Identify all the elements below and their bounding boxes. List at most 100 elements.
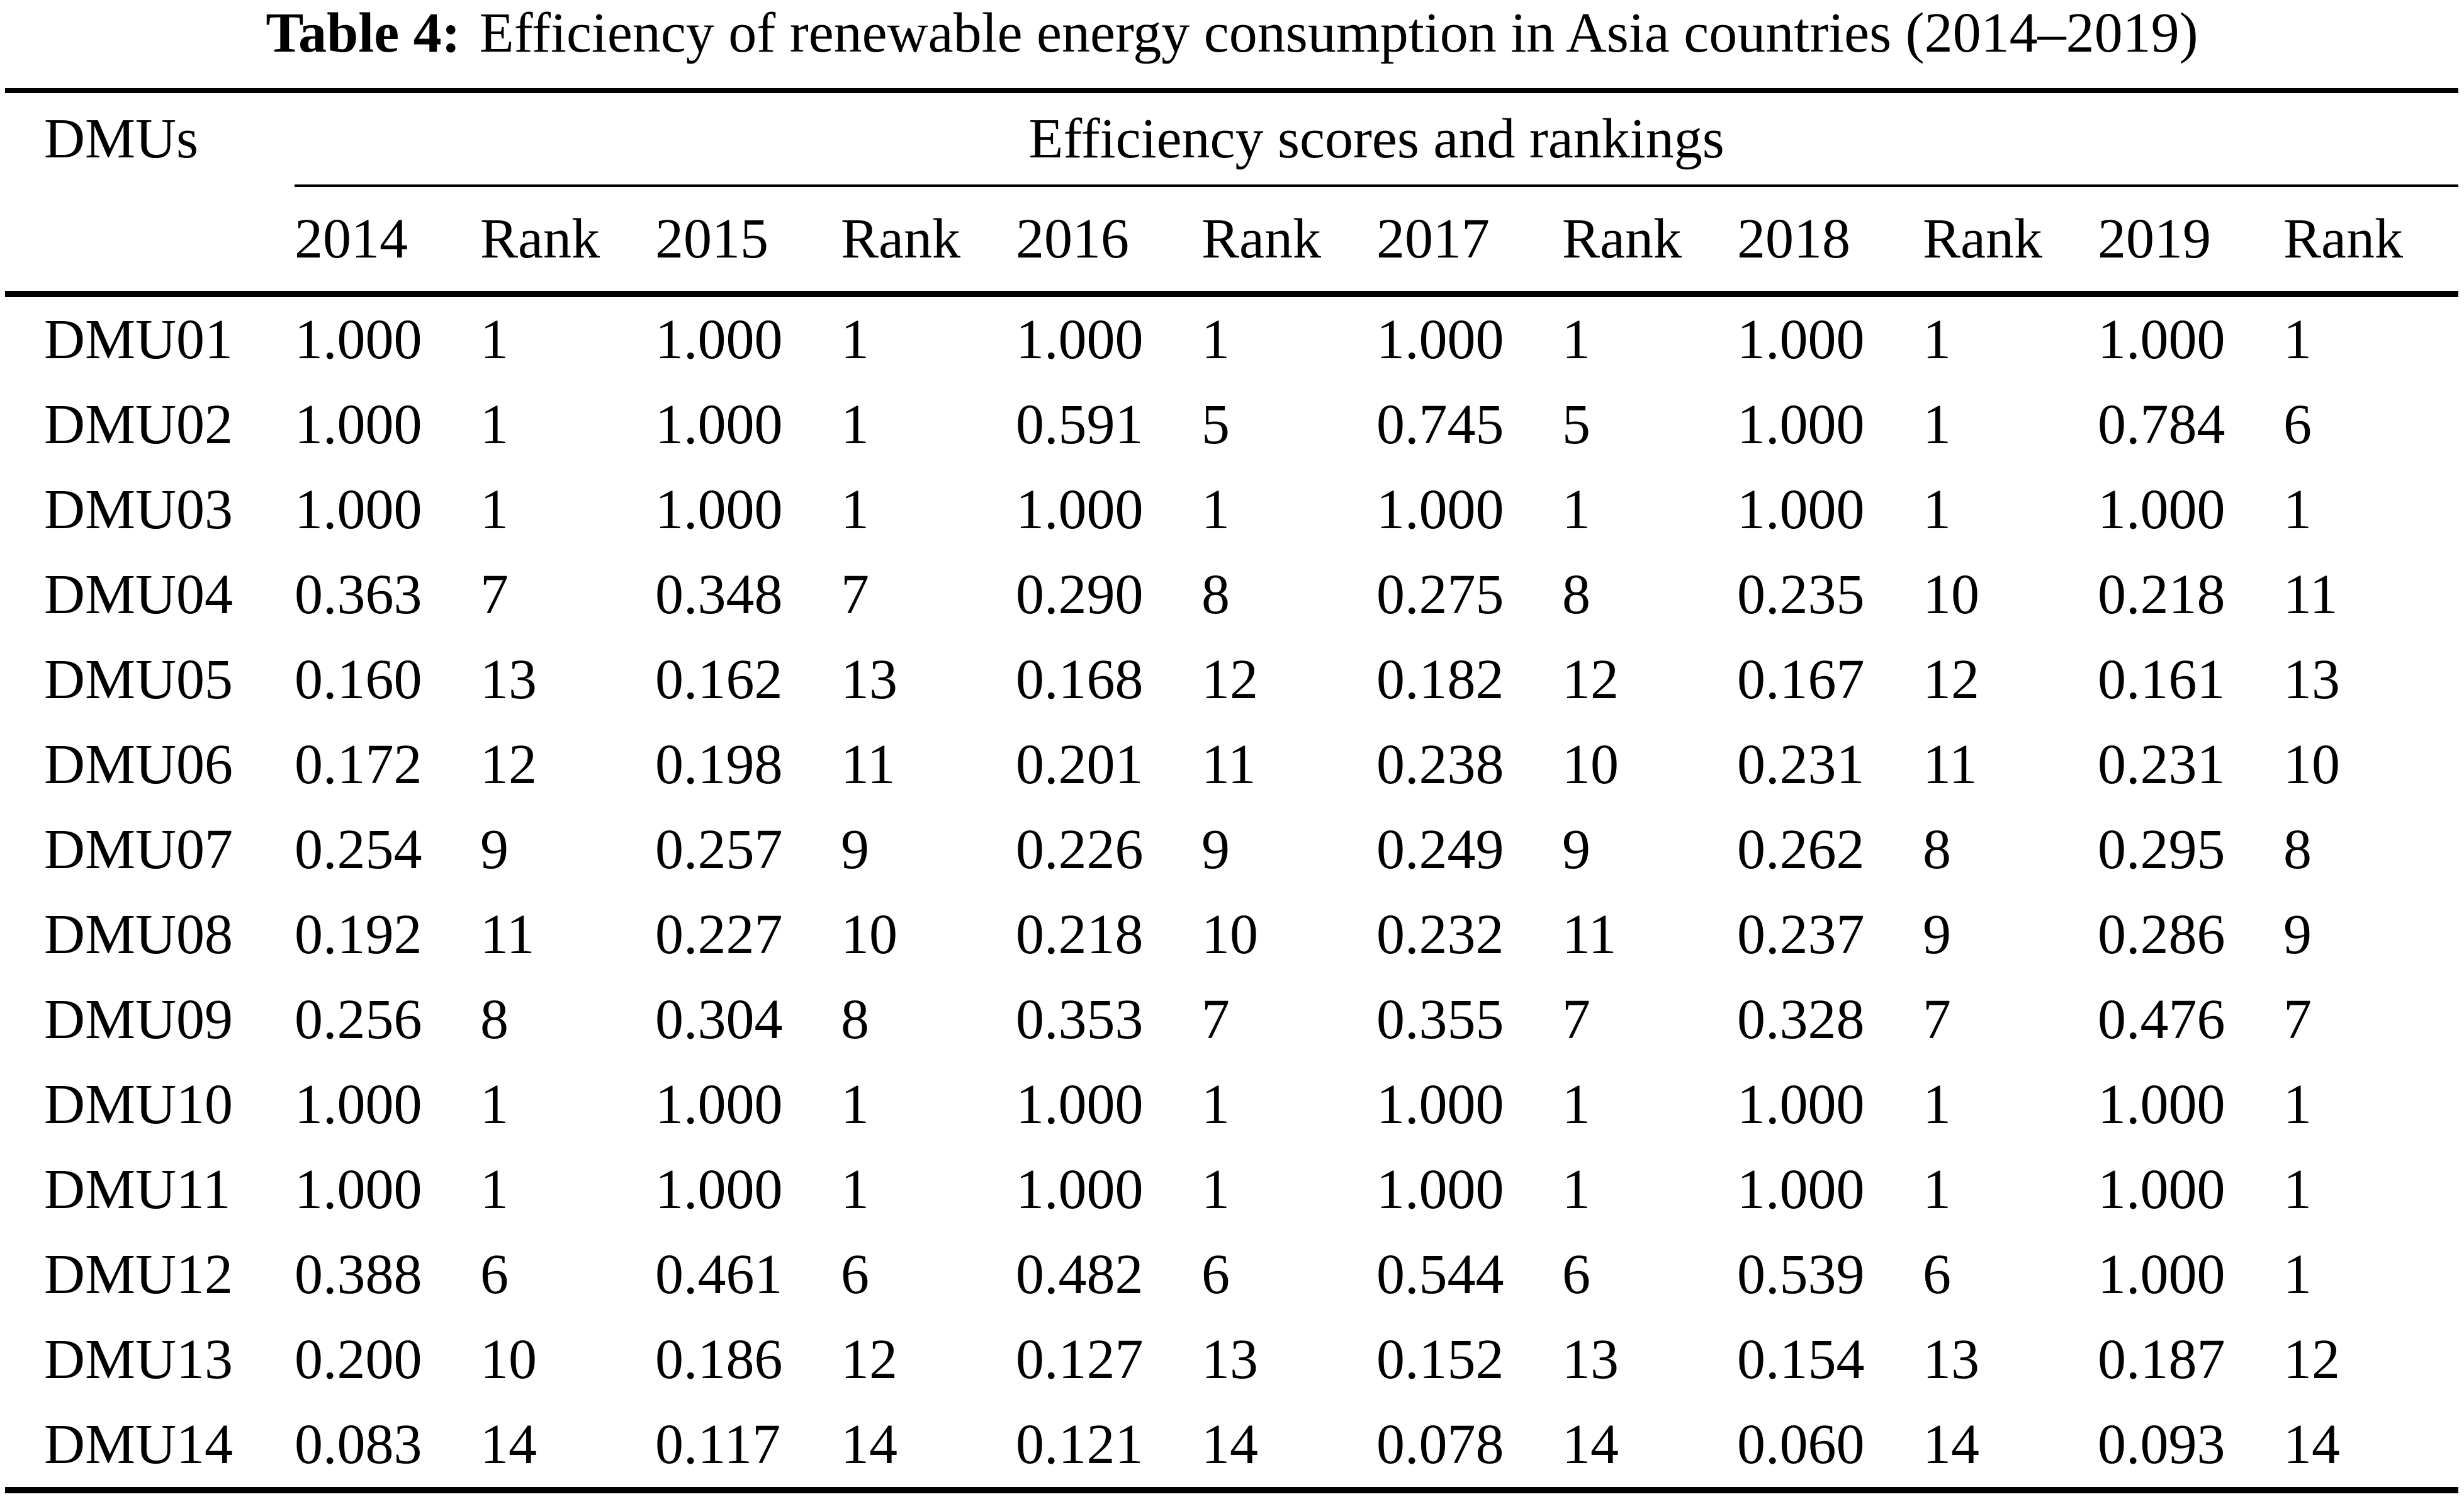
rank-cell: 9 [841, 818, 869, 881]
rank-cell: 8 [480, 988, 509, 1051]
rank-cell: 1 [2283, 1243, 2312, 1306]
score-cell: 1.000 [1016, 1073, 1144, 1136]
dmus-column-header: DMUs [5, 91, 295, 297]
rank-cell: 1 [480, 308, 509, 371]
score-cell: 0.290 [1016, 563, 1144, 626]
table-header: DMUs Efficiency scores and rankings 2014… [5, 91, 2459, 297]
score-cell: 0.286 [2098, 903, 2225, 966]
score-cell: 0.227 [655, 903, 783, 966]
rank-cell: 9 [480, 818, 509, 881]
score-cell: 1.000 [1376, 1073, 1504, 1136]
rank-cell: 6 [1562, 1243, 1590, 1306]
rank-cell: 14 [841, 1413, 897, 1476]
rank-cell: 12 [480, 733, 537, 796]
score-cell: 0.232 [1376, 903, 1504, 966]
rank-cell: 6 [1923, 1243, 1951, 1306]
rank-header-cell: Rank [1201, 186, 1376, 297]
rank-cell: 1 [1562, 1158, 1590, 1221]
score-cell: 0.353 [1016, 988, 1144, 1051]
score-cell: 0.591 [1016, 393, 1144, 456]
score-cell: 0.254 [295, 818, 422, 881]
rank-cell: 1 [1923, 308, 1951, 371]
rank-cell: 13 [841, 648, 897, 711]
rank-cell: 12 [841, 1328, 897, 1391]
score-cell: 0.168 [1016, 648, 1144, 711]
rank-cell: 12 [1201, 648, 1258, 711]
score-cell: 0.539 [1737, 1243, 1865, 1306]
score-cell: 1.000 [2098, 308, 2225, 371]
table-caption: Table 4: Efficiency of renewable energy c… [0, 3, 2464, 64]
table-body: DMU01 1.000 1 1.000 1 1.000 1 1.000 1 1.000 1 1.000… [5, 294, 2458, 1490]
rank-cell: 12 [2283, 1328, 2340, 1391]
rank-cell: 14 [480, 1413, 537, 1476]
score-cell: 0.348 [655, 563, 783, 626]
rank-cell: 1 [841, 478, 869, 541]
dmu-cell: DMU12 [44, 1243, 233, 1306]
rank-cell: 1 [480, 393, 509, 456]
score-cell: 0.238 [1376, 733, 1504, 796]
score-cell: 1.000 [2098, 1158, 2225, 1221]
rank-cell: 7 [1562, 988, 1590, 1051]
table-row: DMU13 0.200 10 0.186 12 0.127 13 0.152 13 0.154 13… [5, 1317, 2458, 1402]
rank-cell: 14 [2283, 1413, 2340, 1476]
score-cell: 0.388 [295, 1243, 422, 1306]
score-cell: 0.226 [1016, 818, 1144, 881]
rank-cell: 11 [2283, 563, 2338, 626]
score-cell: 0.544 [1376, 1243, 1504, 1306]
score-cell: 0.172 [295, 733, 422, 796]
rank-cell: 10 [1562, 733, 1619, 796]
score-cell: 1.000 [1376, 308, 1504, 371]
efficiency-table: DMUs Efficiency scores and rankings 2014… [5, 88, 2459, 1493]
score-cell: 1.000 [295, 1073, 422, 1136]
table-row: DMU05 0.160 13 0.162 13 0.168 12 0.182 12 0.167 12… [5, 637, 2458, 722]
table-row: DMU04 0.363 7 0.348 7 0.290 8 0.275 8 0.235 10 0.21… [5, 552, 2458, 637]
rank-cell: 1 [2283, 308, 2312, 371]
score-cell: 0.078 [1376, 1413, 1504, 1476]
rank-cell: 1 [1201, 1158, 1230, 1221]
dmu-cell: DMU08 [44, 903, 233, 966]
rank-cell: 11 [1562, 903, 1617, 966]
score-cell: 1.000 [1737, 308, 1865, 371]
rank-cell: 10 [1923, 563, 1979, 626]
rank-cell: 1 [480, 478, 509, 541]
rank-cell: 1 [1923, 1158, 1951, 1221]
score-cell: 0.482 [1016, 1243, 1144, 1306]
score-cell: 0.162 [655, 648, 783, 711]
score-cell: 0.745 [1376, 393, 1504, 456]
rank-cell: 9 [2283, 903, 2312, 966]
rank-cell: 10 [1201, 903, 1258, 966]
score-cell: 0.201 [1016, 733, 1144, 796]
rank-cell: 8 [2283, 818, 2312, 881]
table-row: DMU10 1.000 1 1.000 1 1.000 1 1.000 1 1.000 1 1.000… [5, 1062, 2458, 1147]
score-cell: 0.200 [295, 1328, 422, 1391]
score-cell: 0.160 [295, 648, 422, 711]
dmu-cell: DMU09 [44, 988, 233, 1051]
rank-cell: 7 [480, 563, 509, 626]
rank-cell: 7 [1923, 988, 1951, 1051]
score-cell: 1.000 [295, 393, 422, 456]
score-cell: 0.476 [2098, 988, 2225, 1051]
dmu-cell: DMU03 [44, 478, 233, 541]
score-cell: 0.083 [295, 1413, 422, 1476]
rank-cell: 8 [841, 988, 869, 1051]
score-cell: 1.000 [295, 308, 422, 371]
rank-header-cell: Rank [841, 186, 1016, 297]
rank-cell: 13 [1562, 1328, 1619, 1391]
score-cell: 0.295 [2098, 818, 2225, 881]
rank-cell: 7 [1201, 988, 1230, 1051]
rank-cell: 1 [841, 1158, 869, 1221]
score-cell: 0.192 [295, 903, 422, 966]
score-cell: 0.328 [1737, 988, 1865, 1051]
table-row: DMU14 0.083 14 0.117 14 0.121 14 0.078 14 0.060 14… [5, 1402, 2458, 1490]
rank-cell: 1 [1923, 393, 1951, 456]
score-cell: 1.000 [1737, 393, 1865, 456]
rank-cell: 11 [1201, 733, 1256, 796]
score-cell: 1.000 [655, 478, 783, 541]
score-cell: 1.000 [655, 393, 783, 456]
group-header-row: DMUs Efficiency scores and rankings [5, 91, 2459, 297]
rank-cell: 6 [841, 1243, 869, 1306]
rank-cell: 5 [1562, 393, 1590, 456]
dmu-cell: DMU14 [44, 1413, 233, 1476]
rank-cell: 1 [2283, 1073, 2312, 1136]
score-cell: 1.000 [2098, 1243, 2225, 1306]
